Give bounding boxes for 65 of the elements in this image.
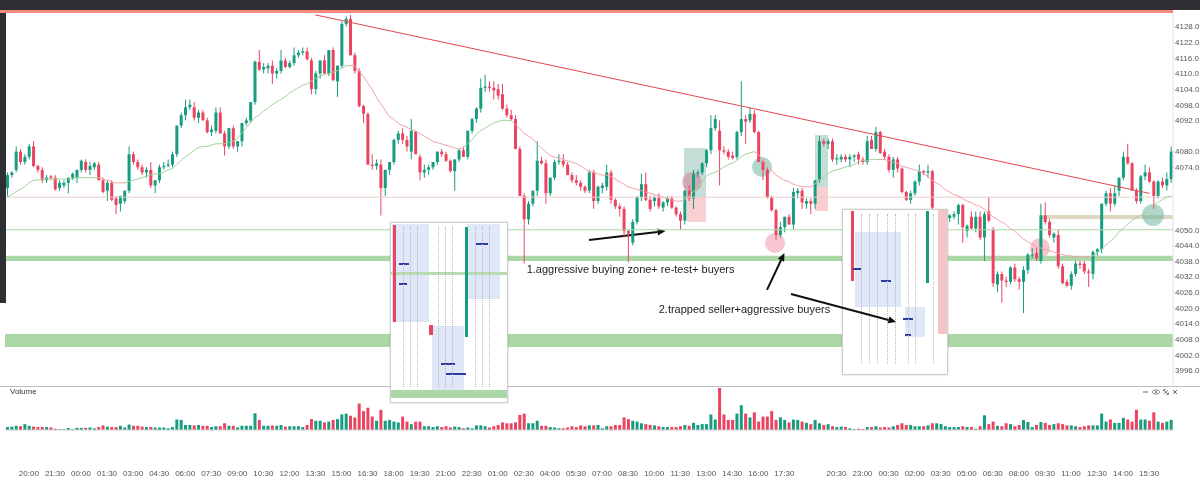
y-tick-label: 4104.0 bbox=[1175, 84, 1200, 94]
x-tick-label: 10:30 bbox=[253, 468, 274, 478]
x-tick-label: 14:00 bbox=[1113, 468, 1134, 478]
x-tick-label: 01:00 bbox=[487, 468, 509, 478]
x-tick-label: 16:00 bbox=[748, 468, 769, 478]
y-tick-label: 4002.0 bbox=[1175, 350, 1200, 360]
y-tick-label: 4080.0 bbox=[1175, 147, 1200, 157]
x-tick-label: 20:30 bbox=[826, 468, 848, 478]
y-tick-label: 4116.0 bbox=[1175, 53, 1200, 63]
annotation: 1.aggressive buying zone+ re-test+ buyers bbox=[526, 262, 735, 276]
x-tick-label: 01:30 bbox=[97, 468, 118, 478]
x-tick-label: 18:00 bbox=[383, 468, 405, 478]
y-tick-label: 4032.0 bbox=[1175, 272, 1200, 282]
y-tick-label: 4092.0 bbox=[1175, 116, 1200, 126]
y-tick-label: 4110.0 bbox=[1175, 69, 1200, 79]
x-tick-label: 05:00 bbox=[956, 468, 978, 478]
x-tick-label: 08:00 bbox=[1008, 468, 1030, 478]
x-tick-label: 05:30 bbox=[565, 468, 587, 478]
x-tick-label: 11:00 bbox=[1061, 468, 1082, 478]
x-tick-label: 23:00 bbox=[852, 468, 874, 478]
x-tick-label: 20:00 bbox=[18, 468, 40, 478]
x-tick-label: 14:30 bbox=[722, 468, 743, 478]
x-tick-label: 12:00 bbox=[279, 468, 300, 478]
x-tick-label: 15:00 bbox=[331, 468, 353, 478]
y-tick-label: 4026.0 bbox=[1175, 288, 1200, 298]
x-tick-label: 21:00 bbox=[435, 468, 457, 478]
x-tick-label: 15:30 bbox=[1139, 468, 1160, 478]
x-tick-label: 03:30 bbox=[930, 468, 952, 478]
x-tick-label: 06:00 bbox=[175, 468, 196, 478]
x-tick-label: 19:30 bbox=[409, 468, 431, 478]
chart-title: Volume bbox=[10, 387, 37, 397]
x-tick-label: 02:00 bbox=[904, 468, 926, 478]
x-tick-label: 04:30 bbox=[149, 468, 170, 478]
y-tick-label: 3996.0 bbox=[1175, 366, 1200, 376]
x-tick-label: 04:00 bbox=[539, 468, 561, 478]
x-tick-label: 10:00 bbox=[644, 468, 665, 478]
y-tick-label: 4122.0 bbox=[1175, 38, 1200, 48]
y-tick-label: 4020.0 bbox=[1175, 303, 1200, 313]
x-tick-label: 09:30 bbox=[1034, 468, 1056, 478]
x-tick-label: 06:30 bbox=[982, 468, 1004, 478]
y-tick-label: 4128.0 bbox=[1175, 22, 1200, 32]
x-tick-label: 17:30 bbox=[774, 468, 795, 478]
y-tick-label: 4008.0 bbox=[1175, 334, 1200, 344]
annotation: 2.trapped seller+aggressive buyers bbox=[658, 302, 831, 316]
x-tick-label: 07:00 bbox=[592, 468, 613, 478]
x-tick-label: 07:30 bbox=[201, 468, 222, 478]
x-tick-label: 13:30 bbox=[305, 468, 327, 478]
y-tick-label: 4074.0 bbox=[1175, 163, 1200, 173]
x-tick-label: 11:30 bbox=[670, 468, 691, 478]
x-tick-label: 08:30 bbox=[618, 468, 639, 478]
x-tick-label: 12:30 bbox=[1087, 468, 1108, 478]
x-tick-label: 03:00 bbox=[123, 468, 144, 478]
y-tick-label: 4098.0 bbox=[1175, 100, 1200, 110]
x-tick-label: 21:30 bbox=[44, 468, 66, 478]
y-tick-label: 4014.0 bbox=[1175, 319, 1200, 329]
x-tick-label: 13:00 bbox=[696, 468, 717, 478]
x-tick-label: 22:30 bbox=[461, 468, 483, 478]
y-tick-label: 4044.0 bbox=[1175, 241, 1200, 251]
x-tick-label: 00:00 bbox=[70, 468, 92, 478]
x-tick-label: 00:30 bbox=[878, 468, 900, 478]
x-tick-label: 16:30 bbox=[357, 468, 379, 478]
x-tick-label: 09:00 bbox=[227, 468, 248, 478]
x-tick-label: 02:30 bbox=[513, 468, 535, 478]
y-tick-label: 4038.0 bbox=[1175, 256, 1200, 266]
y-tick-label: 4050.0 bbox=[1175, 225, 1200, 235]
